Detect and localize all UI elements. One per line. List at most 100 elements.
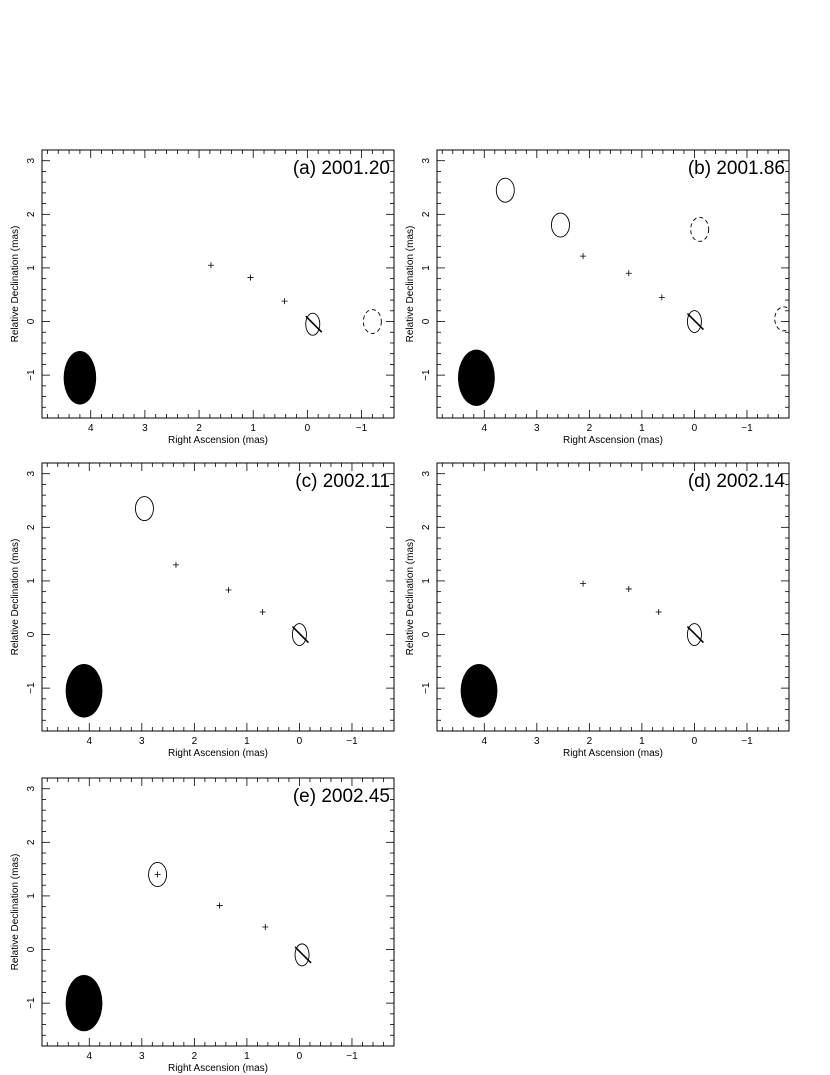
component-marker [658, 294, 665, 301]
panel-title: (d) 2002.14 [688, 471, 786, 492]
x-tick-label: 2 [587, 736, 593, 747]
component-marker [625, 270, 632, 277]
panel-a: 4 3 2 1 0 −1 3 2 1 0 −1 Right Ascension (mas) Relati… [10, 149, 395, 446]
panel-title: (a) 2001.20 [293, 158, 390, 179]
y-tick-label: 2 [421, 211, 432, 217]
x-tick-label: 0 [297, 736, 303, 747]
x-tick-label: −1 [346, 736, 358, 747]
y-tick-label: 2 [421, 524, 432, 530]
y-tick-label: 3 [26, 786, 37, 792]
x-tick-label: 1 [244, 736, 250, 747]
y-tick-label: 0 [421, 631, 432, 637]
panel-c: 4 3 2 1 0 −1 3 2 1 0 −1 Right Ascension (mas) Relati… [10, 462, 395, 759]
y-tick-label: 3 [26, 158, 37, 164]
y-axis-label: Relative Declination (mas) [405, 539, 416, 656]
y-tick-label: 1 [421, 265, 432, 271]
x-tick-label: 3 [142, 423, 148, 434]
x-tick-label: 4 [87, 1051, 93, 1062]
core-contour [291, 623, 307, 646]
core-component-bar [686, 312, 704, 331]
restoring-beam [65, 974, 103, 1032]
component-marker [172, 561, 179, 568]
core-contour [305, 312, 321, 336]
restoring-beam [65, 664, 103, 718]
core-component-bar [305, 315, 323, 333]
y-tick-label: 0 [26, 318, 37, 324]
panel-e: 4 3 2 1 0 −1 3 2 1 0 −1 Right Ascension (mas) Relati… [10, 777, 395, 1074]
y-tick-label: 0 [26, 631, 37, 637]
x-tick-label: −1 [346, 1051, 358, 1062]
x-tick-label: 4 [88, 423, 94, 434]
panel-title: (b) 2001.86 [688, 158, 785, 179]
x-tick-label: 1 [639, 736, 645, 747]
component-marker [262, 924, 269, 931]
core-component-bar [686, 625, 704, 644]
plot-frame [41, 462, 395, 732]
x-axis-label: Right Ascension (mas) [563, 748, 663, 759]
restoring-beam [460, 664, 498, 718]
component-marker [625, 585, 632, 592]
y-axis-label: Relative Declination (mas) [405, 226, 416, 343]
panel-b: 4 3 2 1 0 −1 3 2 1 0 −1 Right Ascension (mas) Relati… [405, 149, 790, 446]
x-tick-label: 4 [87, 736, 93, 747]
x-axis-label: Right Ascension (mas) [563, 435, 663, 446]
component-marker [281, 298, 288, 305]
y-axis-label: Relative Declination (mas) [10, 226, 21, 343]
negative-contour [690, 216, 710, 242]
x-tick-label: 0 [692, 423, 698, 434]
contour-group [65, 496, 309, 718]
x-tick-label: 4 [482, 736, 488, 747]
restoring-beam [458, 349, 495, 406]
isolated-contour [134, 496, 154, 522]
component-marker [580, 580, 587, 587]
contour-group [458, 177, 789, 406]
component-marker [580, 253, 587, 260]
component-marker [247, 274, 254, 281]
y-tick-label: 1 [26, 265, 37, 271]
plot-frame [41, 777, 395, 1047]
x-tick-label: 0 [692, 736, 698, 747]
x-tick-label: −1 [741, 423, 753, 434]
x-tick-label: 2 [192, 1051, 198, 1062]
x-tick-label: 2 [196, 423, 202, 434]
component-marker [259, 609, 266, 616]
plot-frame [436, 462, 790, 732]
panel-d: 4 3 2 1 0 −1 3 2 1 0 −1 Right Ascension (mas) Relati… [405, 462, 790, 759]
x-axis-label: Right Ascension (mas) [168, 748, 268, 759]
x-axis-label: Right Ascension (mas) [168, 435, 268, 446]
y-tick-label: −1 [26, 997, 37, 1009]
core-contour [686, 310, 702, 333]
contour-group [460, 580, 704, 718]
isolated-contour [551, 212, 570, 238]
panel-title: (c) 2002.11 [295, 471, 390, 492]
y-axis-label: Relative Declination (mas) [10, 539, 21, 656]
y-tick-label: −1 [26, 369, 37, 381]
y-axis-label: Relative Declination (mas) [10, 854, 21, 971]
panel-title: (e) 2002.45 [293, 786, 390, 807]
x-axis-label: Right Ascension (mas) [168, 1063, 268, 1074]
x-tick-label: 3 [139, 736, 145, 747]
isolated-contour [495, 177, 515, 203]
contour-group [65, 862, 312, 1032]
y-tick-label: −1 [421, 682, 432, 694]
y-tick-label: 2 [26, 211, 37, 217]
y-tick-label: 0 [421, 318, 432, 324]
x-tick-label: −1 [356, 423, 368, 434]
component-marker [225, 587, 232, 594]
y-tick-label: 3 [421, 158, 432, 164]
core-component-bar [291, 625, 309, 644]
x-tick-label: 3 [534, 423, 540, 434]
x-tick-label: 0 [305, 423, 311, 434]
y-tick-label: 0 [26, 946, 37, 952]
y-tick-label: 2 [26, 839, 37, 845]
x-tick-label: 3 [534, 736, 540, 747]
core-contour [686, 623, 702, 646]
y-tick-label: 3 [26, 471, 37, 477]
component-marker [154, 871, 161, 878]
x-tick-label: 2 [587, 423, 593, 434]
y-tick-label: 1 [26, 893, 37, 899]
component-marker [216, 902, 223, 909]
x-tick-label: 0 [297, 1051, 303, 1062]
plot-frame [436, 149, 790, 419]
